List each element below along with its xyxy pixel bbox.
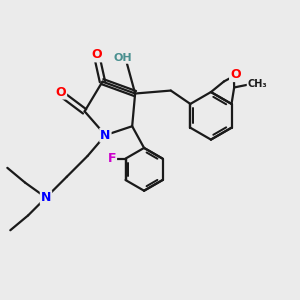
Text: O: O [230,68,241,81]
Text: N: N [41,191,51,204]
Text: O: O [91,48,102,62]
Text: O: O [56,85,66,98]
Text: N: N [100,129,111,142]
Text: F: F [108,152,116,164]
Text: CH₃: CH₃ [248,80,267,89]
Text: OH: OH [114,53,133,63]
